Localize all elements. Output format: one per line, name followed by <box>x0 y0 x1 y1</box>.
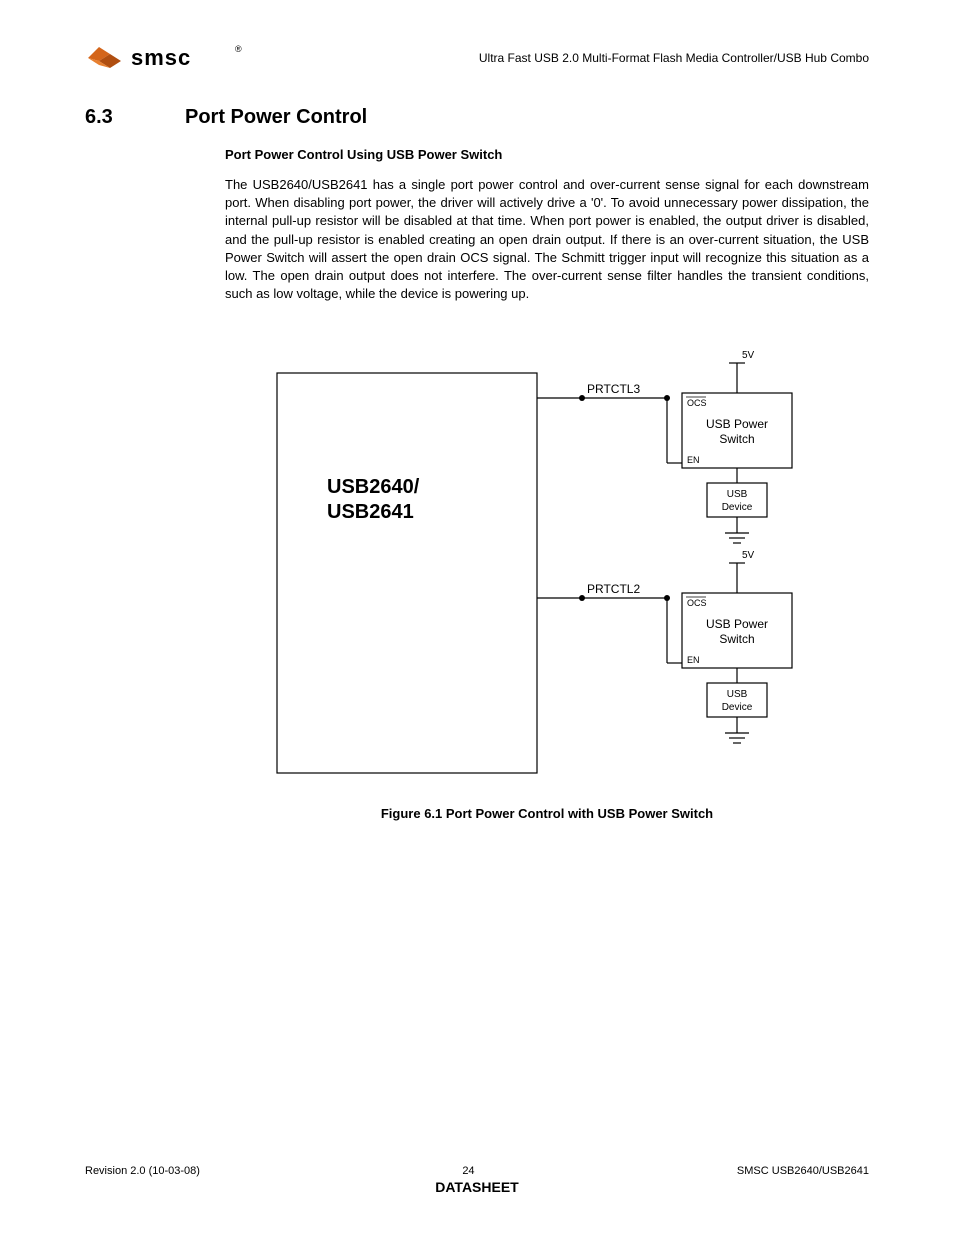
main-block-rect <box>277 373 537 773</box>
supply-5v-top: 5V <box>742 350 755 361</box>
smsc-logo-icon: smsc ® <box>85 40 245 76</box>
switch-bot-l1: USB Power <box>706 617 768 631</box>
switch-top-l2: Switch <box>719 432 754 446</box>
en-top: EN <box>687 455 700 465</box>
header-doc-title: Ultra Fast USB 2.0 Multi-Format Flash Me… <box>479 51 869 65</box>
section-heading: 6.3 Port Power Control <box>85 106 869 129</box>
paragraph: The USB2640/USB2641 has a single port po… <box>225 176 869 303</box>
figure-caption: Figure 6.1 Port Power Control with USB P… <box>225 806 869 821</box>
brand-text: smsc <box>131 45 191 70</box>
device-bot-l2: Device <box>722 702 753 713</box>
footer-product: SMSC USB2640/USB2641 <box>737 1165 869 1177</box>
main-block-text1: USB2640/ <box>327 476 420 498</box>
figure: USB2640/ USB2641 PRTCTL3 USB Power Switc… <box>225 333 869 821</box>
body-block: Port Power Control Using USB Power Switc… <box>225 147 869 821</box>
section-title: Port Power Control <box>185 106 367 129</box>
page: smsc ® Ultra Fast USB 2.0 Multi-Format F… <box>0 0 954 1235</box>
device-top-l1: USB <box>727 489 748 500</box>
device-top-l2: Device <box>722 502 753 513</box>
switch-bot-l2: Switch <box>719 632 754 646</box>
company-logo: smsc ® <box>85 40 245 76</box>
ocs-bot: OCS <box>687 598 707 608</box>
section-number: 6.3 <box>85 106 145 129</box>
registered-mark: ® <box>235 44 242 54</box>
footer-page-number: 24 <box>462 1165 474 1177</box>
header-row: smsc ® Ultra Fast USB 2.0 Multi-Format F… <box>85 40 869 76</box>
footer-revision: Revision 2.0 (10-03-08) <box>85 1165 200 1177</box>
prtctl2-label: PRTCTL2 <box>587 582 640 596</box>
device-bot-l1: USB <box>727 689 748 700</box>
supply-5v-bot: 5V <box>742 550 755 561</box>
main-block-text2: USB2641 <box>327 501 414 523</box>
en-bot: EN <box>687 655 700 665</box>
footer: Revision 2.0 (10-03-08) 24 SMSC USB2640/… <box>85 1165 869 1195</box>
footer-doc-type: DATASHEET <box>85 1179 869 1195</box>
prtctl3-label: PRTCTL3 <box>587 382 640 396</box>
diagram-svg: USB2640/ USB2641 PRTCTL3 USB Power Switc… <box>267 333 827 783</box>
subheading: Port Power Control Using USB Power Switc… <box>225 147 869 162</box>
switch-top-l1: USB Power <box>706 417 768 431</box>
ocs-top: OCS <box>687 398 707 408</box>
